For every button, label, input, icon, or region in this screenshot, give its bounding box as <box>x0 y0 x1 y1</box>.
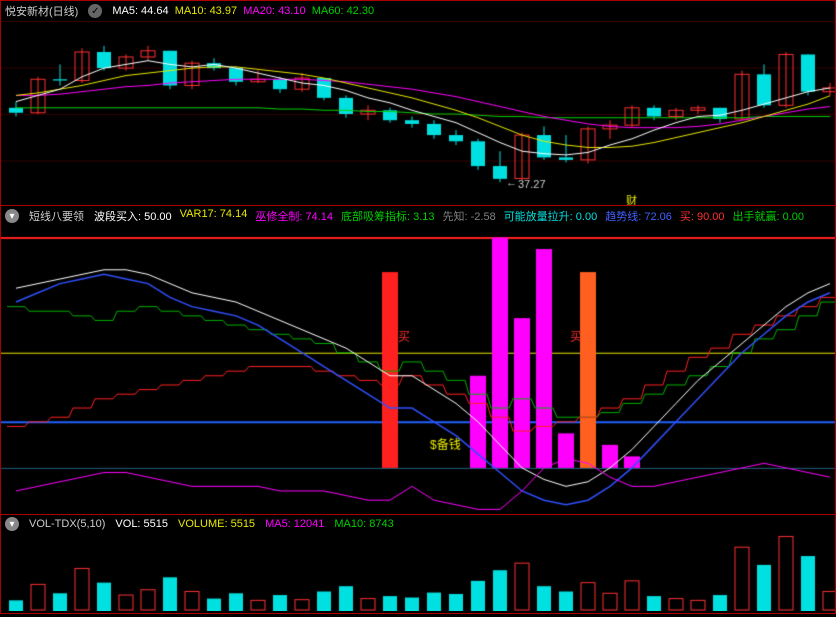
candlestick-canvas[interactable] <box>1 21 835 207</box>
indicator-canvas[interactable] <box>1 226 835 514</box>
main-candlestick-panel: 悦安新材(日线) ✓ MA5: 44.64 MA10: 43.97 MA20: … <box>0 0 836 206</box>
main-header: 悦安新材(日线) ✓ MA5: 44.64 MA10: 43.97 MA20: … <box>1 1 835 21</box>
volume-title: VOL-TDX(5,10) <box>29 518 105 530</box>
volume-panel: ▾ VOL-TDX(5,10) VOL: 5515VOLUME: 5515MA5… <box>0 514 836 614</box>
stock-title: 悦安新材(日线) <box>5 3 78 19</box>
check-badge-icon[interactable]: ✓ <box>88 4 102 18</box>
collapse-icon[interactable]: ▾ <box>5 517 19 531</box>
collapse-icon[interactable]: ▾ <box>5 209 19 223</box>
volume-canvas[interactable] <box>1 533 835 611</box>
indicator-title: 短线八要领 <box>29 208 84 224</box>
indicator-label-group: 波段买入: 50.00VAR17: 74.14巫修全制: 74.14底部吸筹指标… <box>94 208 804 224</box>
indicator-panel: ▾ 短线八要领 波段买入: 50.00VAR17: 74.14巫修全制: 74.… <box>0 205 836 515</box>
volume-label-group: VOL: 5515VOLUME: 5515MA5: 12041MA10: 874… <box>115 518 393 530</box>
ma-label-group: MA5: 44.64 MA10: 43.97 MA20: 43.10 MA60:… <box>112 5 374 17</box>
indicator-header: ▾ 短线八要领 波段买入: 50.00VAR17: 74.14巫修全制: 74.… <box>1 206 835 226</box>
volume-header: ▾ VOL-TDX(5,10) VOL: 5515VOLUME: 5515MA5… <box>1 515 835 533</box>
